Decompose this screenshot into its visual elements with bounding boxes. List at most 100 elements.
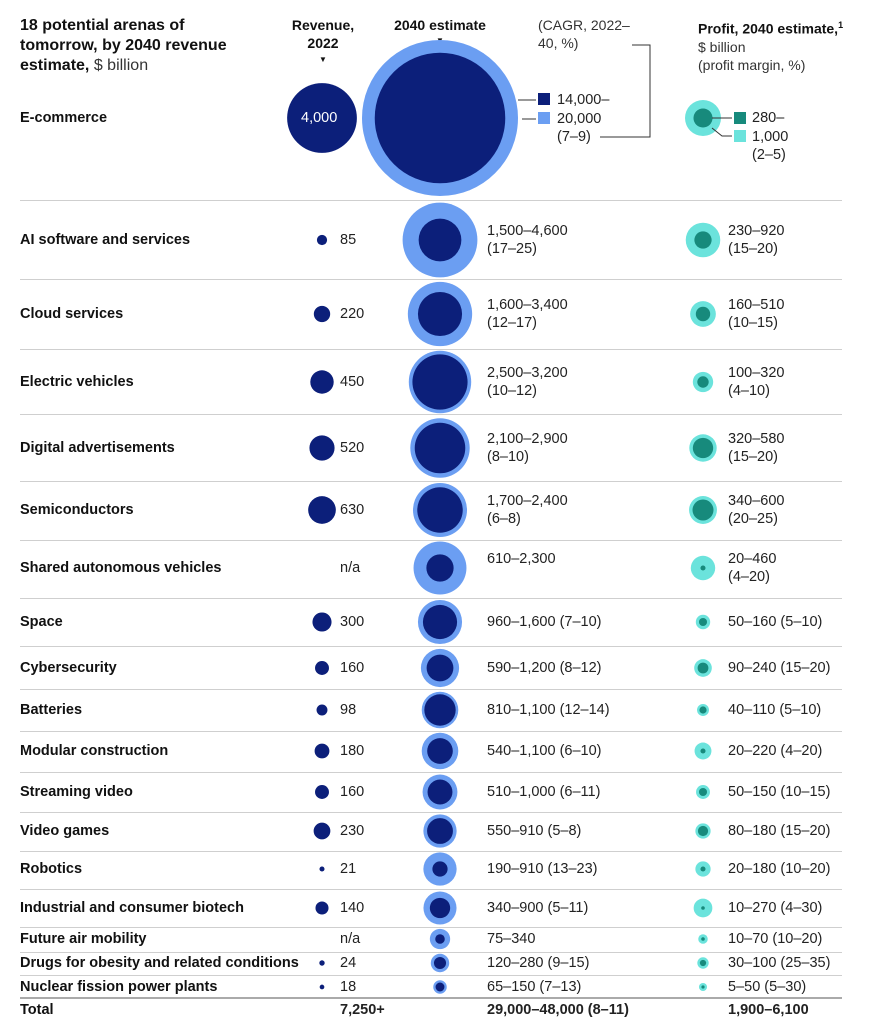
row-label: Streaming video [20, 784, 133, 800]
row-divider [20, 200, 842, 201]
estimate-low-bubble [424, 694, 456, 726]
row-label: Cloud services [20, 306, 124, 322]
estimate-range: 1,700–2,400 [487, 493, 568, 509]
row-divider [20, 927, 842, 928]
estimate-low-bubble [429, 897, 451, 919]
legend-swatch-profit-high [734, 130, 746, 142]
revenue-2022-bubble [313, 822, 331, 840]
profit-range: 340–600 [728, 493, 785, 509]
estimate-range-text: 75–340 [487, 931, 536, 947]
profit-low-bubble [695, 306, 711, 322]
estimate-range: 65–150 (7–13) [487, 978, 581, 996]
estimate-range-text: 120–280 [487, 955, 544, 971]
revenue-2022-value: 160 [340, 784, 365, 800]
profit-range: 320–580 [728, 431, 785, 447]
revenue-2022-value: 300 [340, 614, 365, 630]
total-profit: 1,900–6,100 [728, 1002, 809, 1018]
estimate-low-bubble [432, 861, 448, 877]
revenue-2022-value: 140 [340, 900, 365, 916]
profit-low-bubble [697, 376, 709, 388]
profit-range: 100–320 [728, 365, 785, 381]
cagr-value: (7–13) [539, 979, 582, 995]
profit-range: 20–460 [728, 551, 777, 567]
profit-low-bubble [701, 937, 705, 941]
estimate-low-bubble [374, 52, 506, 184]
total-revenue-2022: 7,250+ [340, 1002, 385, 1018]
estimate-low-bubble [422, 604, 458, 640]
revenue-2022-bubble [319, 866, 325, 872]
row-divider [20, 952, 842, 953]
profit-margin: (4–30) [780, 900, 823, 916]
estimate-range: 960–1,600 (7–10) [487, 613, 602, 631]
title-unit: $ billion [93, 57, 149, 74]
revenue-2022-value: 98 [340, 702, 357, 718]
profit-range-text: 20–180 [728, 861, 777, 877]
estimate-range-text: 960–1,600 [487, 614, 556, 630]
total-label: Total [20, 1002, 54, 1018]
revenue-2022-value: 230 [340, 823, 365, 839]
profit-range: 160–510 [728, 297, 785, 313]
profit-margin: (10–20) [780, 861, 831, 877]
estimate-range: 510–1,000 (6–11) [487, 783, 600, 801]
cagr-value: (6–10) [559, 743, 602, 759]
estimate-range: 810–1,100 (12–14) [487, 701, 610, 719]
revenue-2022-value: 180 [340, 743, 365, 759]
profit-low-bubble [697, 825, 709, 837]
profit-range: 230–920 [728, 223, 785, 239]
profit-range-text: 10–70 [728, 931, 769, 947]
estimate-range-text: 65–150 [487, 979, 536, 995]
profit-margin: (20–25) [728, 511, 778, 527]
profit-low-bubble [697, 662, 709, 674]
revenue-2022-value: 24 [340, 955, 357, 971]
row-label: Shared autonomous vehicles [20, 560, 222, 576]
estimate-low-bubble [433, 956, 447, 970]
row-label: Future air mobility [20, 931, 147, 947]
cagr-value: (8–10) [487, 449, 529, 465]
profit-range: 40–110 (5–10) [728, 701, 821, 719]
profit-range-text: 90–240 [728, 660, 777, 676]
revenue-2022-bubble [312, 612, 332, 632]
profit-low-bubble [694, 231, 712, 249]
revenue-2022-bubble [314, 743, 330, 759]
row-label: Robotics [20, 861, 83, 877]
revenue-2022-value: 4,000 [301, 110, 338, 126]
legend-profit-margin-label: (2–5) [752, 147, 786, 163]
estimate-range-text: 540–1,100 [487, 743, 556, 759]
row-divider [20, 975, 842, 976]
revenue-2022-value: 85 [340, 232, 357, 248]
estimate-range: 550–910 (5–8) [487, 822, 581, 840]
profit-margin: (15–20) [780, 823, 831, 839]
revenue-2022-bubble [309, 435, 335, 461]
cagr-value: (12–14) [559, 702, 610, 718]
profit-range: 90–240 (15–20) [728, 659, 830, 677]
profit-low-bubble [698, 617, 708, 627]
row-label: Semiconductors [20, 502, 134, 518]
cagr-value: (10–12) [487, 383, 537, 399]
legend-low-label: 14,000– [557, 92, 610, 108]
profit-low-bubble [700, 866, 706, 872]
profit-range: 10–70 (10–20) [728, 930, 822, 948]
header-2040-estimate: 2040 estimate [394, 17, 486, 33]
profit-margin: (4–20) [780, 743, 823, 759]
revenue-2022-bubble [319, 960, 325, 966]
profit-low-bubble [700, 565, 706, 571]
profit-low-bubble [700, 748, 706, 754]
profit-margin-header: (profit margin, %) [698, 56, 806, 73]
cagr-value: (5–11) [547, 900, 589, 916]
total-divider [20, 997, 842, 999]
row-label: Space [20, 614, 63, 630]
estimate-range: 1,600–3,400 [487, 297, 568, 313]
estimate-range: 540–1,100 (6–10) [487, 742, 602, 760]
profit-margin: (5–30) [764, 979, 807, 995]
row-label: Digital advertisements [20, 440, 175, 456]
profit-range: 80–180 (15–20) [728, 822, 830, 840]
profit-low-bubble [692, 499, 714, 521]
revenue-2022-value: n/a [340, 931, 361, 947]
estimate-range: 120–280 (9–15) [487, 954, 589, 972]
row-label: Electric vehicles [20, 374, 134, 390]
estimate-range: 75–340 [487, 930, 535, 948]
profit-margin: (5–10) [780, 614, 823, 630]
profit-range-text: 5–50 [728, 979, 761, 995]
row-label: Video games [20, 823, 110, 839]
